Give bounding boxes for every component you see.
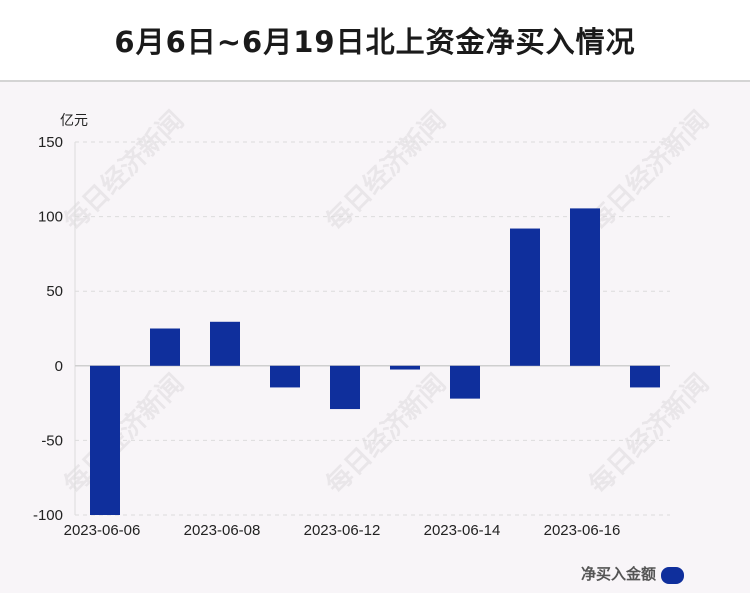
bar	[150, 328, 180, 366]
bar-series	[90, 208, 660, 515]
y-tick-label: -100	[33, 507, 63, 524]
x-tick-label: 2023-06-08	[184, 522, 261, 539]
x-tick-label: 2023-06-16	[544, 522, 621, 539]
watermark: 每日经济新闻	[320, 105, 452, 237]
x-tick-label: 2023-06-14	[424, 522, 501, 539]
y-tick-label: 100	[38, 209, 63, 226]
watermark: 每日经济新闻	[583, 105, 715, 237]
chart-title: 6月6日~6月19日北上资金净买入情况	[114, 25, 636, 59]
y-axis-unit-label: 亿元	[60, 113, 88, 129]
bar	[570, 208, 600, 366]
x-axis-ticks: 2023-06-06 2023-06-08 2023-06-12 2023-06-14…	[64, 522, 621, 539]
bar	[630, 365, 660, 388]
x-tick-label: 2023-06-12	[304, 522, 381, 539]
bar	[330, 365, 360, 410]
y-tick-label: 50	[46, 283, 63, 300]
watermark: 每日经济新闻	[58, 368, 190, 500]
bar	[510, 228, 540, 366]
bar	[390, 365, 420, 370]
x-tick-label: 2023-06-06	[64, 522, 141, 539]
legend-label: 净买入金额	[581, 565, 656, 583]
y-tick-label: 150	[38, 134, 63, 151]
bar	[90, 365, 120, 515]
bar	[450, 365, 480, 399]
legend-swatch	[661, 567, 684, 584]
y-tick-label: -50	[41, 432, 63, 449]
chart-header: 6月6日~6月19日北上资金净买入情况	[0, 0, 750, 82]
plot-area: 每日经济新闻 每日经济新闻 每日经济新闻 每日经济新闻 每日经济新闻 每日经济新闻 亿元 …	[0, 82, 750, 593]
y-tick-label: 0	[55, 358, 63, 375]
legend: 净买入金额	[581, 565, 684, 584]
bar	[210, 321, 240, 366]
y-axis-ticks: 150 100 50 0 -50 -100	[33, 134, 63, 524]
watermark: 每日经济新闻	[583, 368, 715, 500]
bar	[270, 365, 300, 388]
